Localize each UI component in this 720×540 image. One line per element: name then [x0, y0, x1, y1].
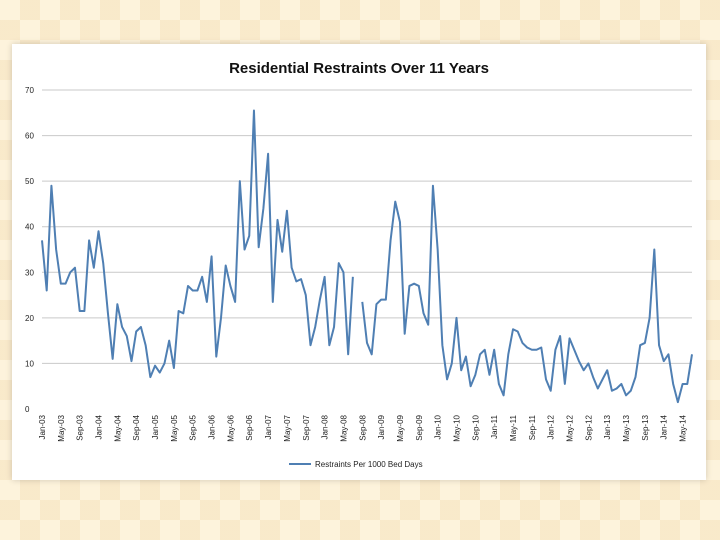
y-axis-ticks: 0 10 20 30 40 50 60 70	[25, 86, 34, 414]
chart-panel: Residential Restraints Over 11 Years 0 10…	[12, 44, 706, 480]
x-tick-label: Jan-14	[660, 414, 669, 439]
x-tick-label: Sep-07	[302, 414, 311, 440]
legend: Restraints Per 1000 Bed Days	[289, 460, 423, 469]
x-tick-label: Sep-12	[584, 414, 593, 440]
x-tick-label: May-03	[57, 414, 66, 441]
x-tick-label: May-06	[226, 414, 235, 441]
x-tick-label: Sep-09	[415, 414, 424, 440]
x-tick-label: May-14	[679, 414, 688, 441]
y-tick-label: 30	[25, 268, 34, 277]
legend-label: Restraints Per 1000 Bed Days	[315, 460, 423, 469]
x-tick-label: Jan-08	[321, 414, 330, 439]
x-tick-label: May-07	[283, 414, 292, 441]
line-chart: Residential Restraints Over 11 Years 0 10…	[25, 60, 693, 469]
x-tick-label: May-05	[170, 414, 179, 441]
x-tick-label: Sep-10	[471, 414, 480, 440]
x-tick-label: Sep-11	[528, 414, 537, 440]
x-tick-label: May-12	[566, 414, 575, 441]
series-line-segment	[361, 184, 693, 404]
x-tick-label: Jan-07	[264, 414, 273, 439]
x-tick-label: May-08	[339, 414, 348, 441]
x-tick-label: Jan-06	[208, 414, 217, 439]
x-tick-label: Jan-13	[603, 414, 612, 439]
x-tick-label: Sep-13	[641, 414, 650, 440]
x-tick-label: May-13	[622, 414, 631, 441]
chart-title: Residential Restraints Over 11 Years	[229, 60, 489, 77]
x-tick-label: May-09	[396, 414, 405, 441]
y-tick-label: 10	[25, 359, 34, 368]
x-tick-label: Sep-04	[132, 414, 141, 440]
y-tick-label: 0	[25, 405, 30, 414]
x-tick-label: Jan-12	[547, 414, 556, 439]
x-tick-label: Jan-10	[434, 414, 443, 439]
y-tick-label: 70	[25, 86, 34, 95]
x-tick-label: Sep-08	[358, 414, 367, 440]
x-tick-label: Jan-09	[377, 414, 386, 439]
series-layer	[41, 109, 693, 404]
x-tick-label: Sep-05	[189, 414, 198, 440]
x-tick-label: May-04	[113, 414, 122, 441]
x-tick-label: Jan-05	[151, 414, 160, 439]
x-tick-label: Jan-03	[38, 414, 47, 439]
x-tick-label: Sep-06	[245, 414, 254, 440]
y-tick-label: 20	[25, 314, 34, 323]
x-tick-label: May-10	[452, 414, 461, 441]
gridlines	[42, 89, 692, 364]
x-tick-label: Jan-04	[95, 414, 104, 439]
series-line-segment	[41, 109, 354, 379]
x-tick-label: May-11	[509, 414, 518, 441]
y-tick-label: 60	[25, 132, 34, 141]
x-tick-label: Jan-11	[490, 414, 499, 438]
y-tick-label: 50	[25, 177, 34, 186]
x-axis-ticks: Jan-03 May-03 Sep-03 Jan-04 May-04 Sep-04 Jan-…	[38, 414, 688, 441]
y-tick-label: 40	[25, 223, 34, 232]
x-tick-label: Sep-03	[76, 414, 85, 440]
